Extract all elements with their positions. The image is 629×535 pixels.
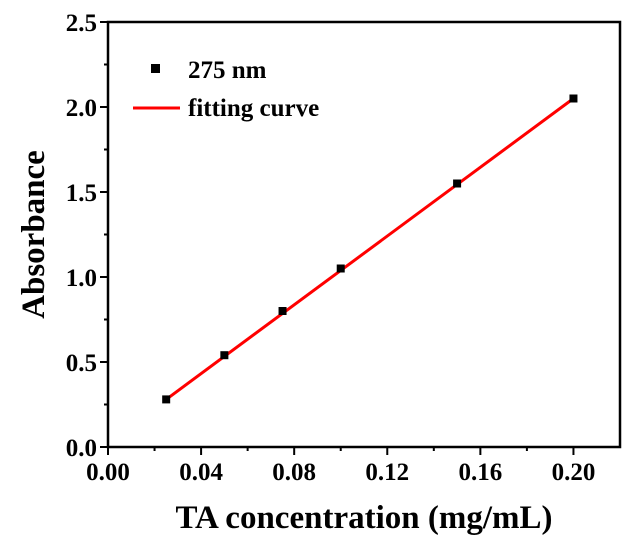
data-point (453, 179, 462, 188)
x-tick-label: 0.12 (365, 459, 409, 486)
x-axis-title: TA concentration (mg/mL) (175, 500, 552, 535)
legend-marker-275nm (151, 64, 160, 73)
data-point (336, 264, 345, 273)
y-axis-tick-labels: 0.0 0.5 1.0 1.5 2.0 2.5 (66, 10, 97, 462)
data-point (569, 94, 578, 103)
y-axis-ticks (100, 21, 108, 448)
x-tick-label: 0.04 (179, 459, 223, 486)
series-layer (162, 94, 578, 404)
legend-label-275nm: 275 nm (188, 57, 267, 84)
y-tick-label: 2.5 (66, 10, 97, 37)
legend: 275 nm fitting curve (133, 57, 319, 122)
y-tick-label: 0.5 (66, 350, 97, 377)
legend-label-fitting-curve: fitting curve (188, 95, 319, 122)
y-tick-label: 1.0 (66, 265, 97, 292)
plot-area (106, 20, 622, 449)
x-tick-label: 0.16 (458, 459, 502, 486)
data-point (162, 395, 171, 404)
y-tick-label: 2.0 (66, 95, 97, 122)
fitting-curve-line (165, 97, 575, 401)
y-axis-title: Absorbance (16, 150, 52, 319)
y-tick-label: 1.5 (66, 180, 97, 207)
x-axis-ticks (107, 447, 575, 455)
plot-frame (106, 20, 622, 449)
data-point (278, 307, 287, 315)
x-axis-tick-labels: 0.00 0.04 0.08 0.12 0.16 0.20 (86, 459, 595, 486)
y-tick-label: 0.0 (66, 435, 97, 462)
x-tick-label: 0.20 (552, 459, 596, 486)
data-point (220, 351, 229, 360)
x-tick-label: 0.08 (272, 459, 316, 486)
x-tick-label: 0.00 (86, 459, 130, 486)
